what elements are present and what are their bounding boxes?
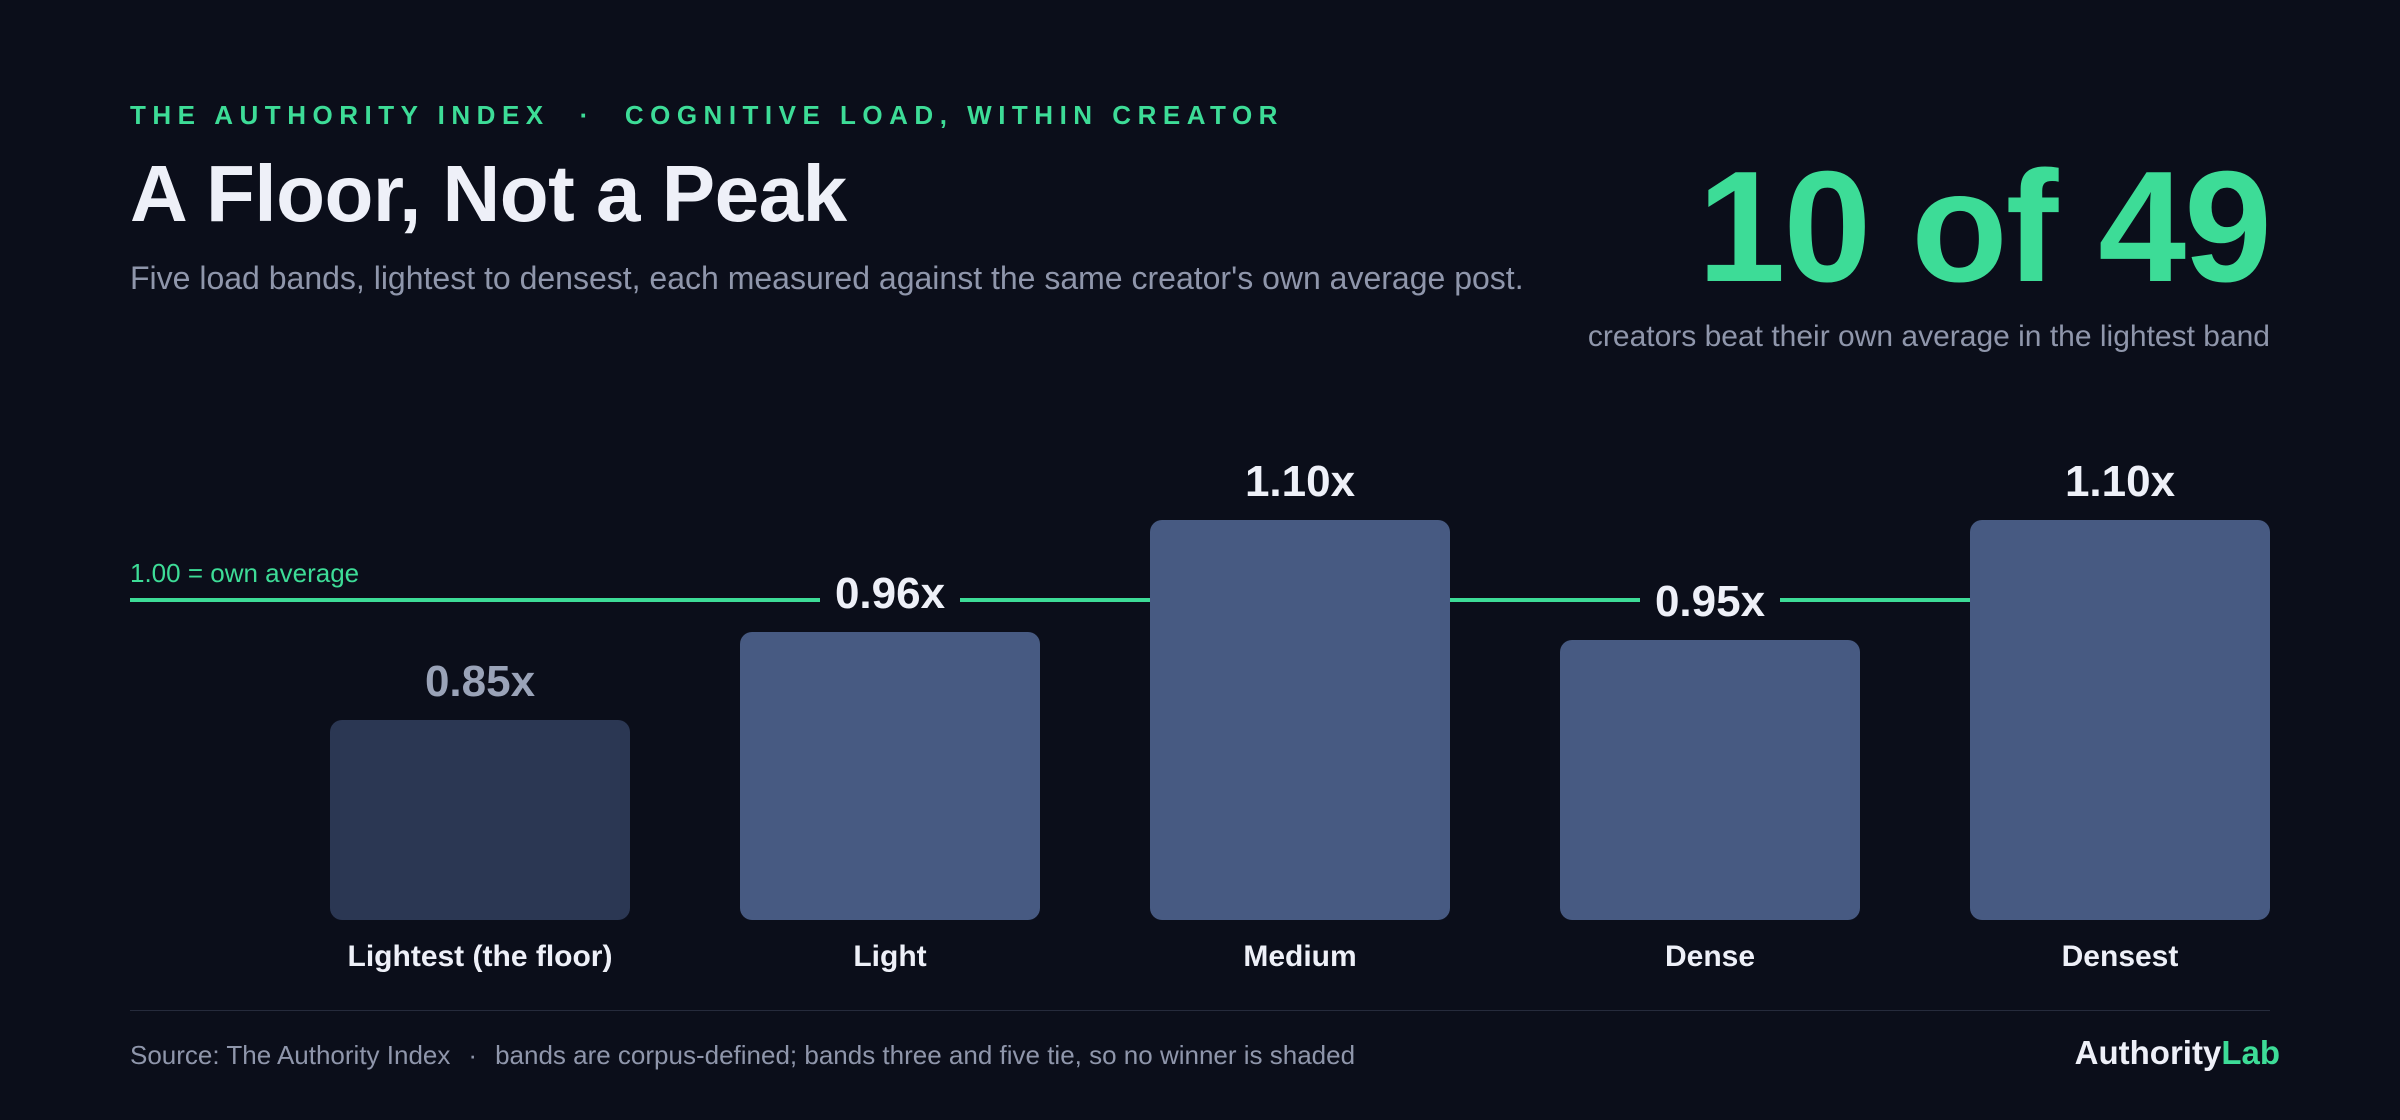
source-note: Source: The Authority Index · bands are co…: [130, 1040, 1355, 1071]
bar-value-label-3: 1.10x: [1245, 457, 1356, 506]
category-label-4: Dense: [1665, 940, 1755, 973]
headline-stat: 10 of 49: [1697, 139, 2272, 315]
bar-value-label-4: 0.95x: [1655, 577, 1766, 626]
category-label-3: Medium: [1243, 940, 1356, 973]
bar-4: [1560, 640, 1860, 920]
bar-5: [1970, 520, 2270, 920]
source-text: Source: The Authority Index: [130, 1040, 451, 1070]
bar-value-label-1: 0.85x: [425, 657, 536, 706]
source-separator: ·: [468, 1040, 478, 1070]
eyebrow: THE AUTHORITY INDEX · COGNITIVE LOAD, WITH…: [130, 100, 1284, 131]
source-detail: bands are corpus-defined; bands three an…: [495, 1040, 1356, 1070]
eyebrow-left: THE AUTHORITY INDEX: [130, 100, 550, 130]
headline-stat-caption: creators beat their own average in the l…: [1587, 320, 2270, 353]
chart-title: A Floor, Not a Peak: [130, 149, 847, 238]
category-label-1: Lightest (the floor): [348, 940, 613, 973]
bar-value-label-5: 1.10x: [2065, 457, 2176, 506]
brand-logo: AuthorityLab: [2075, 1034, 2280, 1072]
brand-name-part-2: Lab: [2221, 1034, 2280, 1071]
eyebrow-right: COGNITIVE LOAD, WITHIN CREATOR: [624, 100, 1284, 130]
bar-3: [1150, 520, 1450, 920]
reference-line-label: 1.00 = own average: [130, 558, 359, 588]
eyebrow-separator: ·: [579, 100, 595, 130]
footer-divider: [130, 1010, 2270, 1011]
brand-name-part-1: Authority: [2074, 1034, 2222, 1071]
category-label-5: Densest: [2062, 940, 2179, 973]
bar-value-label-2: 0.96x: [835, 569, 946, 618]
chart-subtitle: Five load bands, lightest to densest, ea…: [130, 260, 1524, 296]
bar-1: [330, 720, 630, 920]
bar-2: [740, 632, 1040, 920]
category-label-2: Light: [853, 940, 926, 973]
